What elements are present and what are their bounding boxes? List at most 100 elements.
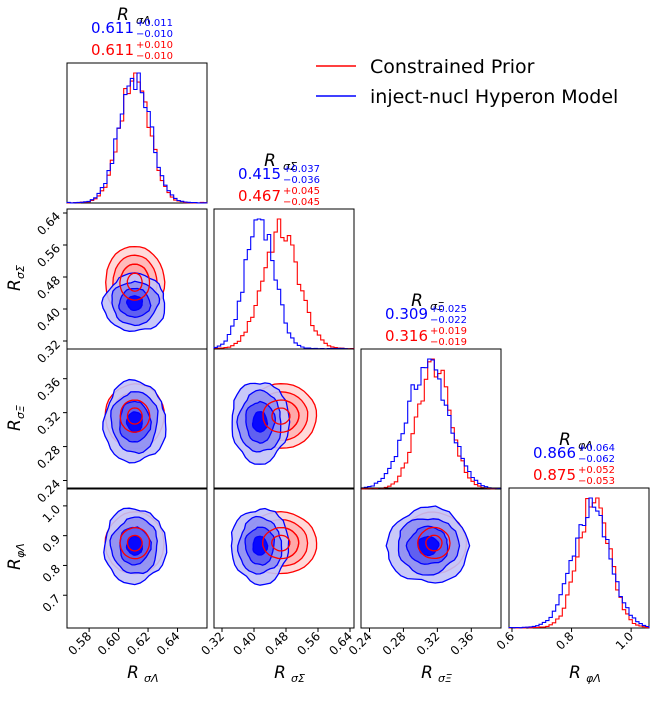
prior-upper-error: +0.052 [578,465,615,476]
param-title: R [559,430,571,450]
contour-prior-line [126,534,143,552]
model-upper-error: +0.025 [430,304,467,315]
prior-median-value: 0.611 [91,41,134,59]
param-title-sub: σΣ [283,160,297,173]
param-title: R [117,5,129,25]
y-tick-label: 0.36 [34,375,63,404]
y-axis-label: R [5,419,25,431]
panel-frame [213,487,355,629]
y-tick-label: 0.48 [34,273,63,302]
x-axis-label: R [421,663,433,683]
y-axis-label: R [5,558,25,570]
contour-prior-line [271,534,291,552]
hist-model [360,358,502,489]
prior-median-value: 0.316 [385,327,428,345]
x-axis-label-sub: σΞ [438,672,452,685]
x-tick-label: 0.62 [124,629,153,658]
prior-lower-error: −0.053 [578,476,615,487]
y-tick-label: 0.7 [40,591,63,614]
param-title: R [411,291,423,311]
panel-3-2: 0.24 0.28 0.32 0.36 R σΞ [346,487,502,685]
prior-upper-error: +0.010 [136,40,173,51]
contour-prior-line [126,272,143,292]
contour-prior-line [262,526,300,560]
contour-prior-line [126,407,143,425]
y-tick-label: 0.28 [34,443,63,472]
panel-frame [508,487,650,629]
prior-median-value: 0.467 [238,187,281,205]
x-axis-label-sub: σΛ [144,672,159,685]
y-tick-label: 0.32 [34,337,63,366]
legend-label-prior: Constrained Prior [370,56,535,78]
model-median-value: 0.309 [385,305,428,323]
prior-lower-error: −0.010 [136,51,173,62]
x-tick-label: 0.40 [230,629,259,658]
panel-2-0: 0.24 0.28 0.32 0.36 RσΞ [5,348,208,506]
y-axis-label: R [5,279,25,291]
param-title-sub: φΛ [578,439,593,452]
param-title: R [264,151,276,171]
legend-label-model: inject-nucl Hyperon Model [370,86,618,108]
x-tick-label: 0.28 [380,629,409,658]
panel-frame [213,348,355,490]
contour-prior-line [119,263,151,301]
param-title-sub: σΛ [136,14,151,27]
x-tick-label: 0.48 [262,629,291,658]
x-tick-label: 0.56 [294,629,323,658]
panel-frame [213,208,355,350]
y-tick-label: 0.64 [34,209,63,238]
model-upper-error: +0.064 [578,443,615,454]
model-upper-error: +0.011 [136,18,173,29]
legend: Constrained Prior inject-nucl Hyperon Mo… [316,56,618,108]
model-lower-error: −0.062 [578,454,615,465]
contour-prior-line [425,534,443,552]
contour-prior-line [262,399,300,434]
panel-frame [66,487,208,629]
x-tick-label: 0.64 [154,629,183,658]
hist-prior [508,497,650,629]
hist-prior [66,72,208,204]
y-tick-label: 0.56 [34,241,63,270]
panel-frame [360,348,502,490]
contour-prior-line [417,526,451,560]
x-tick-label: 0.58 [65,629,94,658]
panel-frame [66,348,208,490]
hist-model [508,497,650,629]
y-tick-label: 0.8 [40,562,63,585]
y-axis-label-sub: σΞ [14,405,27,419]
hist-prior [213,218,355,350]
x-tick-label: 0.60 [95,629,124,658]
x-tick-label: 0.32 [198,629,227,658]
model-median-value: 0.866 [533,444,576,462]
panel-frame [66,62,208,204]
x-tick-label: 0.6 [494,629,517,652]
contour-prior-line [271,407,291,425]
prior-upper-error: +0.045 [283,186,320,197]
prior-upper-error: +0.019 [430,326,467,337]
x-tick-label: 0.36 [448,629,477,658]
prior-median-value: 0.875 [533,466,576,484]
y-axis-label-sub: φΛ [14,543,27,558]
y-tick-label: 0.40 [34,305,63,334]
panel-3-1: 0.32 0.40 0.48 0.56 0.64R σΣ [198,487,355,685]
model-median-value: 0.415 [238,165,281,183]
panel-frame [360,487,502,629]
y-axis-label-sub: σΣ [14,265,27,279]
contour-prior-line [119,399,151,433]
model-upper-error: +0.037 [283,164,320,175]
x-tick-label: 0.8 [553,629,576,652]
y-tick-label: 0.9 [40,532,63,555]
model-lower-error: −0.010 [136,29,173,40]
contour-prior-line [119,526,151,560]
x-axis-label-sub: σΣ [291,672,305,685]
y-tick-label: 0.32 [34,409,63,438]
x-tick-label: 0.32 [414,629,443,658]
x-tick-label: 0.24 [346,629,375,658]
model-lower-error: −0.036 [283,175,320,186]
